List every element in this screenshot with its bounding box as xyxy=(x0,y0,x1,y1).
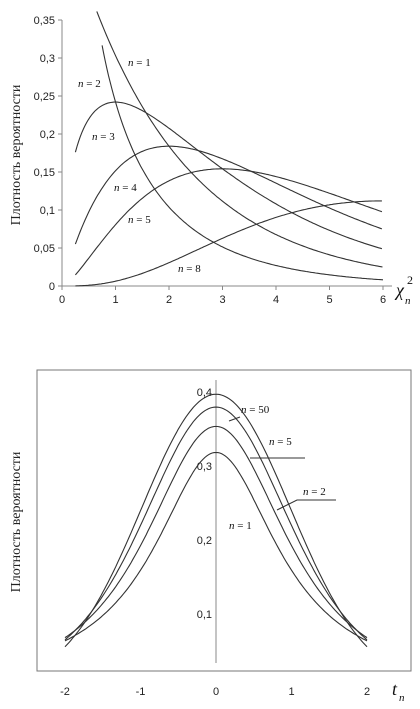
student-t-label-n2-n: n xyxy=(303,486,309,498)
chi-square-label-n5-n: n xyxy=(128,214,134,226)
chi-square-curve-n1 xyxy=(101,45,384,281)
chi-square-y-tick-label: 0,15 xyxy=(34,167,55,179)
student-t-label-n50: n = 50 xyxy=(241,404,270,416)
chi-square-x-tick-label: 5 xyxy=(326,294,332,306)
chi-square-y-tick-label: 0,25 xyxy=(34,91,55,103)
chi-subscript: n xyxy=(405,295,411,307)
student-t-y-axis-label: Плотность вероятности xyxy=(9,451,24,592)
student-t-x-tick-label: 1 xyxy=(288,686,294,698)
student-t-curve-n50 xyxy=(64,393,368,648)
chi-square-chart: Плотность вероятности 0 0,05 0,1 0,15 0,2 0,2… xyxy=(9,11,413,307)
chi-square-label-n5: n = 5 xyxy=(128,214,151,226)
t-subscript: n xyxy=(399,692,405,704)
chi-square-x-tick-label: 3 xyxy=(219,294,225,306)
chi-square-y-tick-label: 0 xyxy=(49,281,55,293)
student-t-y-ticks: 0,10,20,30,4 xyxy=(197,387,212,621)
student-t-y-tick-label: 0,3 xyxy=(197,461,212,473)
student-t-x-tick-label: -1 xyxy=(136,686,146,698)
chi-square-curve-n8 xyxy=(75,200,382,287)
chi-square-x-tick-label: 1 xyxy=(112,294,118,306)
student-t-leader-n50 xyxy=(228,416,241,422)
chi-square-curve-n2 xyxy=(96,11,383,268)
chi-square-y-tick-label: 0,1 xyxy=(40,205,55,217)
student-t-curve-labels: n = 50n = 5n = 2n = 1 xyxy=(228,404,336,532)
student-t-curve-n1 xyxy=(64,451,368,642)
chi-square-label-n8: n = 8 xyxy=(178,263,201,275)
student-t-x-tick-label: 0 xyxy=(213,686,219,698)
chi-square-label-n8-value: = 8 xyxy=(184,263,202,275)
chi-square-label-n3-n: n xyxy=(92,131,98,143)
student-t-label-n2-value: = 2 xyxy=(309,486,326,498)
chi-square-curve-labels: n = 1n = 2n = 3n = 4n = 5n = 8 xyxy=(78,57,201,275)
chi-square-label-n5-value: = 5 xyxy=(134,214,152,226)
chi-square-x-tick-label: 4 xyxy=(273,294,279,306)
chi-square-y-tick-label: 0,05 xyxy=(34,243,55,255)
chi-square-label-n8-n: n xyxy=(178,263,184,275)
chi-superscript: 2 xyxy=(407,273,413,287)
student-t-label-n50-n: n xyxy=(241,404,247,416)
student-t-x-ticks: -2 -1 0 1 2 xyxy=(60,686,370,698)
student-t-leader-n2 xyxy=(276,499,336,511)
student-t-label-n1-value: = 1 xyxy=(235,520,252,532)
student-t-curves xyxy=(64,393,368,648)
chi-square-y-ticks: 0 0,05 0,1 0,15 0,2 0,25 0,3 0,35 xyxy=(34,15,62,293)
student-t-x-tick-label: 2 xyxy=(364,686,370,698)
student-t-plot-frame xyxy=(36,369,412,672)
student-t-label-n5-n: n xyxy=(269,436,275,448)
student-t-y-tick-label: 0,2 xyxy=(197,535,212,547)
chi-square-x-axis-symbol: χ 2 n xyxy=(394,273,413,307)
chi-square-x-ticks: 0 1 2 3 4 5 6 xyxy=(59,286,386,306)
chi-square-label-n2-value: = 2 xyxy=(84,78,101,90)
student-t-y-tick-label: 0,1 xyxy=(197,609,212,621)
chi-square-curves xyxy=(74,11,384,287)
chi-square-curve-n3 xyxy=(74,101,383,250)
chi-square-label-n4-value: = 4 xyxy=(120,182,138,194)
chi-square-y-axis-label: Плотность вероятности xyxy=(9,84,24,225)
chi-square-label-n2: n = 2 xyxy=(78,78,101,90)
chi-square-x-tick-label: 6 xyxy=(380,294,386,306)
student-t-label-n50-value: = 50 xyxy=(247,404,270,416)
t-symbol: t xyxy=(392,679,398,699)
student-t-label-n5: n = 5 xyxy=(269,436,292,448)
chi-square-x-tick-label: 0 xyxy=(59,294,65,306)
chi-square-label-n1: n = 1 xyxy=(128,57,151,69)
chi-symbol: χ xyxy=(394,280,405,300)
chi-square-label-n1-value: = 1 xyxy=(134,57,151,69)
chi-square-curve-n5 xyxy=(74,168,383,276)
chi-square-label-n3-value: = 3 xyxy=(98,131,116,143)
student-t-curve-n5 xyxy=(64,406,368,641)
student-t-x-tick-label: -2 xyxy=(60,686,70,698)
chi-square-curve-n4 xyxy=(74,145,383,245)
chi-square-y-tick-label: 0,2 xyxy=(40,129,55,141)
student-t-label-n1: n = 1 xyxy=(229,520,252,532)
student-t-curve-n2 xyxy=(64,425,368,639)
student-t-chart: Плотность вероятности 0,10,20,30,4 -2 -1 0… xyxy=(9,369,412,704)
student-t-x-axis-symbol: t n xyxy=(392,679,405,704)
chi-square-label-n4-n: n xyxy=(114,182,120,194)
chi-square-x-tick-label: 2 xyxy=(166,294,172,306)
chi-square-y-tick-label: 0,3 xyxy=(40,53,55,65)
chi-square-label-n3: n = 3 xyxy=(92,131,115,143)
student-t-label-n5-value: = 5 xyxy=(275,436,293,448)
chi-square-label-n4: n = 4 xyxy=(114,182,137,194)
student-t-label-n1-n: n xyxy=(229,520,235,532)
chi-square-label-n2-n: n xyxy=(78,78,84,90)
student-t-label-n2: n = 2 xyxy=(303,486,326,498)
chi-square-label-n1-n: n xyxy=(128,57,134,69)
chi-square-y-tick-label: 0,35 xyxy=(34,15,55,27)
